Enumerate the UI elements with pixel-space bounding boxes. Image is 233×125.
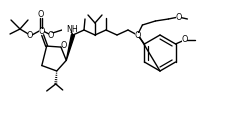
Text: O: O [38,10,44,19]
Text: O: O [48,31,54,40]
Bar [49,33,53,38]
Bar [62,27,71,32]
Bar [182,38,187,42]
Text: O: O [38,27,45,36]
Bar [176,15,181,19]
Bar [28,33,32,37]
Text: O: O [61,41,67,50]
Text: O: O [175,12,182,22]
Text: O: O [27,30,33,40]
Bar [62,43,66,48]
Bar [39,12,43,17]
Text: O: O [182,36,188,44]
Text: O: O [134,30,140,40]
Polygon shape [66,35,75,60]
Bar [135,33,140,37]
Text: NH: NH [66,25,78,34]
Bar [39,29,44,34]
